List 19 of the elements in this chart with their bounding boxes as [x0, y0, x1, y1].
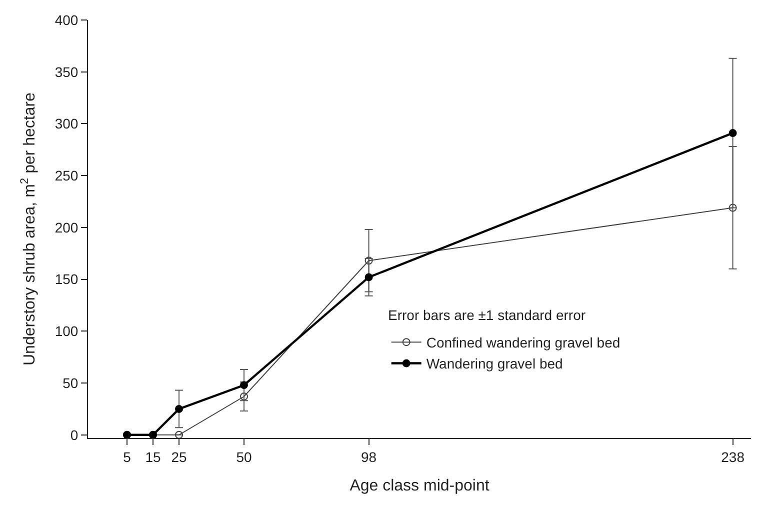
x-axis-title: Age class mid-point — [350, 478, 490, 494]
x-tick-label: 50 — [236, 448, 252, 465]
x-tick-label: 15 — [145, 448, 161, 465]
y-tick-label: 200 — [54, 219, 78, 236]
x-tick-label: 5 — [123, 448, 132, 465]
y-tick-label: 150 — [54, 271, 78, 288]
x-tick-label: 98 — [361, 448, 377, 465]
y-tick-label: 100 — [54, 323, 78, 340]
y-tick-label: 0 — [70, 426, 78, 443]
annotation: Error bars are ±1 standard error — [388, 307, 586, 323]
y-tick-label: 350 — [54, 64, 78, 80]
legend-label: Confined wandering gravel bed — [426, 334, 620, 351]
y-tick-label: 400 — [54, 12, 78, 28]
legend-label: Wandering gravel bed — [426, 356, 563, 372]
y-tick-label: 300 — [54, 116, 78, 132]
x-tick-label: 238 — [721, 448, 745, 465]
y-tick-label: 250 — [54, 167, 78, 184]
y-tick-label: 50 — [62, 374, 78, 391]
x-tick-label: 25 — [171, 448, 187, 465]
